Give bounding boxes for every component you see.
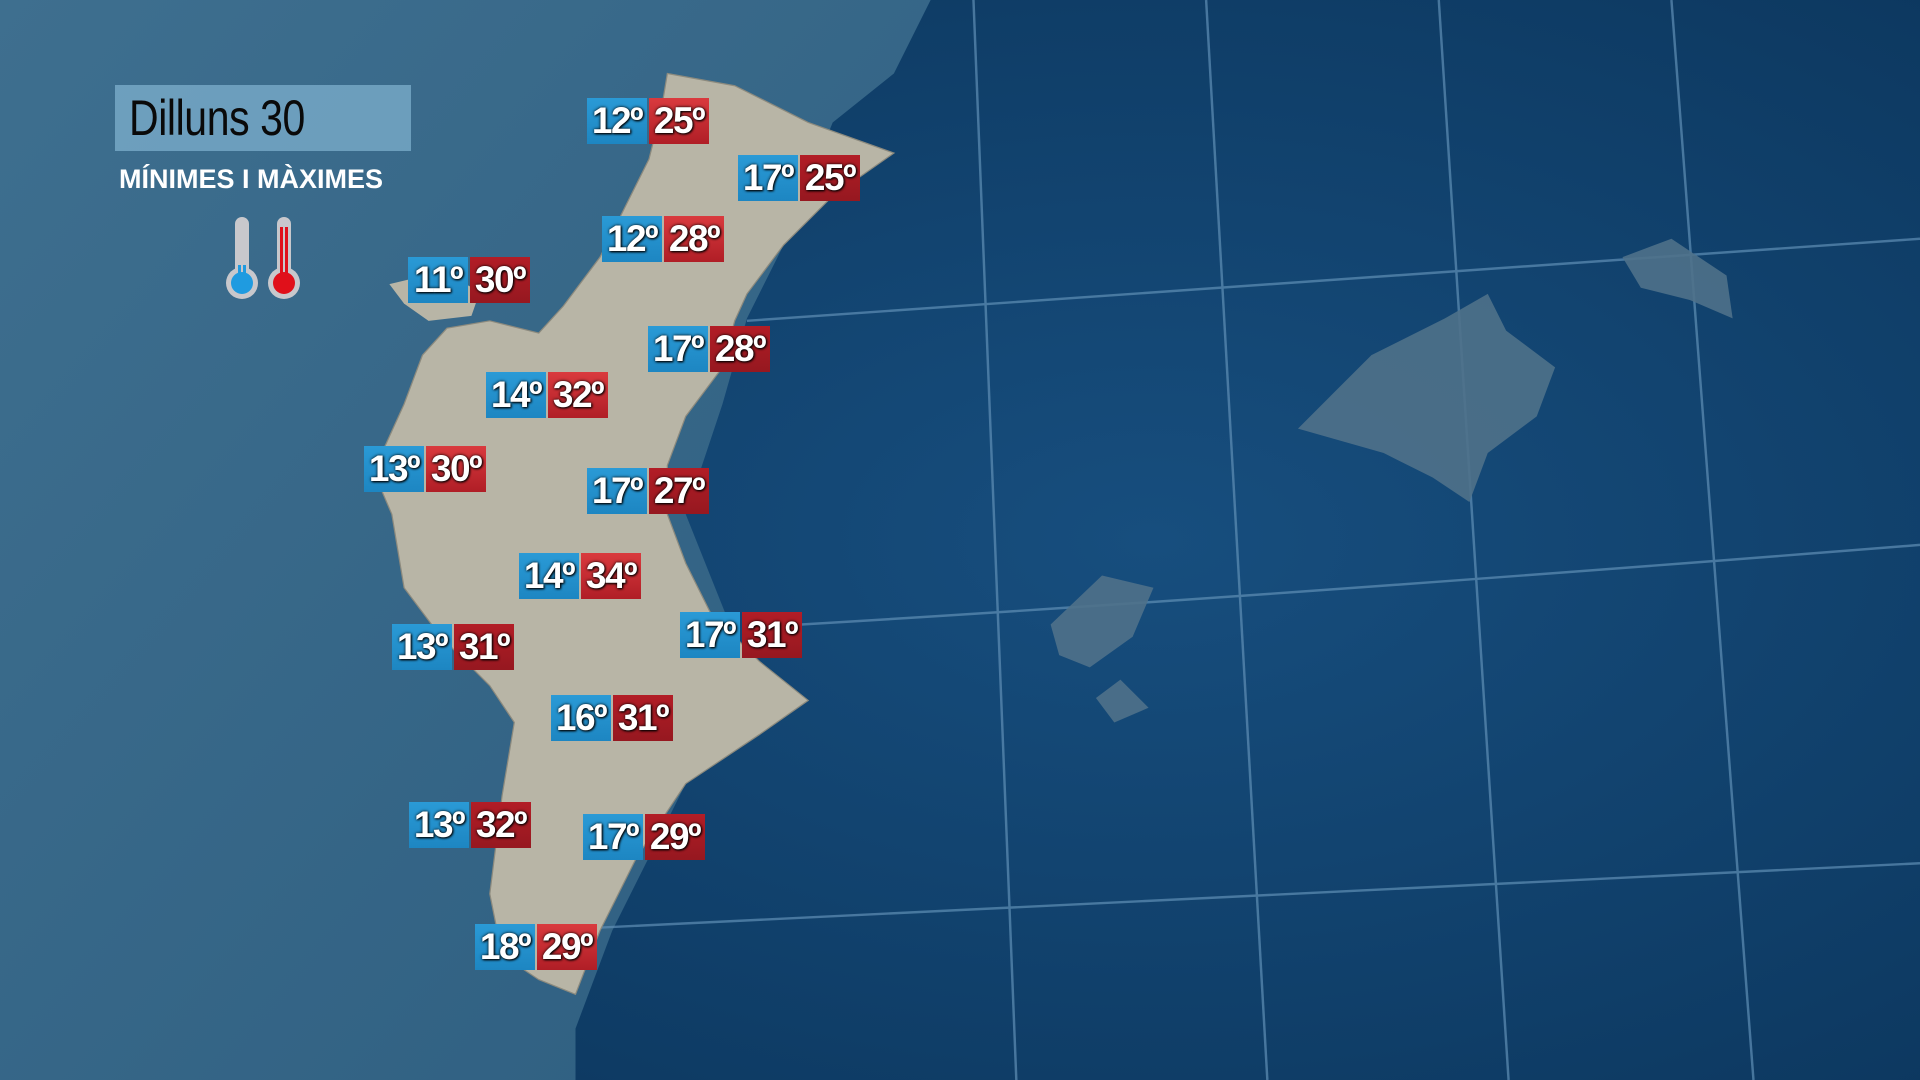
grid-lines (587, 0, 1920, 1080)
station-temperature-pair: 13º 32º (409, 802, 531, 848)
station-temperature-pair: 17º 25º (738, 155, 860, 201)
title-box: Dilluns 30 (115, 85, 411, 151)
min-temperature: 17º (583, 814, 643, 860)
min-temperature: 17º (587, 468, 647, 514)
max-temperature: 31º (454, 624, 514, 670)
formentera (1095, 679, 1149, 723)
max-temperature: 32º (471, 802, 531, 848)
max-temperature: 30º (426, 446, 486, 492)
station-temperature-pair: 14º 34º (519, 553, 641, 599)
menorca (1622, 238, 1733, 319)
thermometer-cold-icon (226, 217, 258, 299)
min-temperature: 13º (409, 802, 469, 848)
station-temperature-pair: 13º 31º (392, 624, 514, 670)
station-temperature-pair: 13º 30º (364, 446, 486, 492)
min-temperature: 12º (587, 98, 647, 144)
max-temperature: 30º (470, 257, 530, 303)
min-temperature: 14º (486, 372, 546, 418)
min-temperature: 17º (680, 612, 740, 658)
min-temperature: 16º (551, 695, 611, 741)
station-temperature-pair: 16º 31º (551, 695, 673, 741)
page-title: Dilluns 30 (129, 90, 305, 146)
min-temperature: 18º (475, 924, 535, 970)
valencia-region (372, 72, 896, 996)
min-temperature: 13º (364, 446, 424, 492)
subtitle: MÍNIMES I MÀXIMES (119, 164, 384, 194)
min-temperature: 11º (408, 257, 468, 303)
station-temperature-pair: 12º 28º (602, 216, 724, 262)
max-temperature: 29º (645, 814, 705, 860)
min-temperature: 17º (648, 326, 708, 372)
max-temperature: 25º (800, 155, 860, 201)
station-temperature-pair: 17º 28º (648, 326, 770, 372)
thermometer-hot-icon (268, 217, 300, 299)
max-temperature: 29º (537, 924, 597, 970)
station-temperature-pair: 11º 30º (408, 257, 530, 303)
ibiza (1050, 575, 1154, 668)
station-temperature-pair: 14º 32º (486, 372, 608, 418)
max-temperature: 31º (613, 695, 673, 741)
max-temperature: 27º (649, 468, 709, 514)
max-temperature: 28º (664, 216, 724, 262)
min-temperature: 14º (519, 553, 579, 599)
max-temperature: 28º (710, 326, 770, 372)
station-temperature-pair: 17º 31º (680, 612, 802, 658)
min-temperature: 12º (602, 216, 662, 262)
max-temperature: 31º (742, 612, 802, 658)
station-temperature-pair: 17º 29º (583, 814, 705, 860)
mallorca (1297, 293, 1556, 503)
min-temperature: 13º (392, 624, 452, 670)
min-temperature: 17º (738, 155, 798, 201)
max-temperature: 25º (649, 98, 709, 144)
max-temperature: 32º (548, 372, 608, 418)
station-temperature-pair: 12º 25º (587, 98, 709, 144)
station-temperature-pair: 17º 27º (587, 468, 709, 514)
station-temperature-pair: 18º 29º (475, 924, 597, 970)
max-temperature: 34º (581, 553, 641, 599)
